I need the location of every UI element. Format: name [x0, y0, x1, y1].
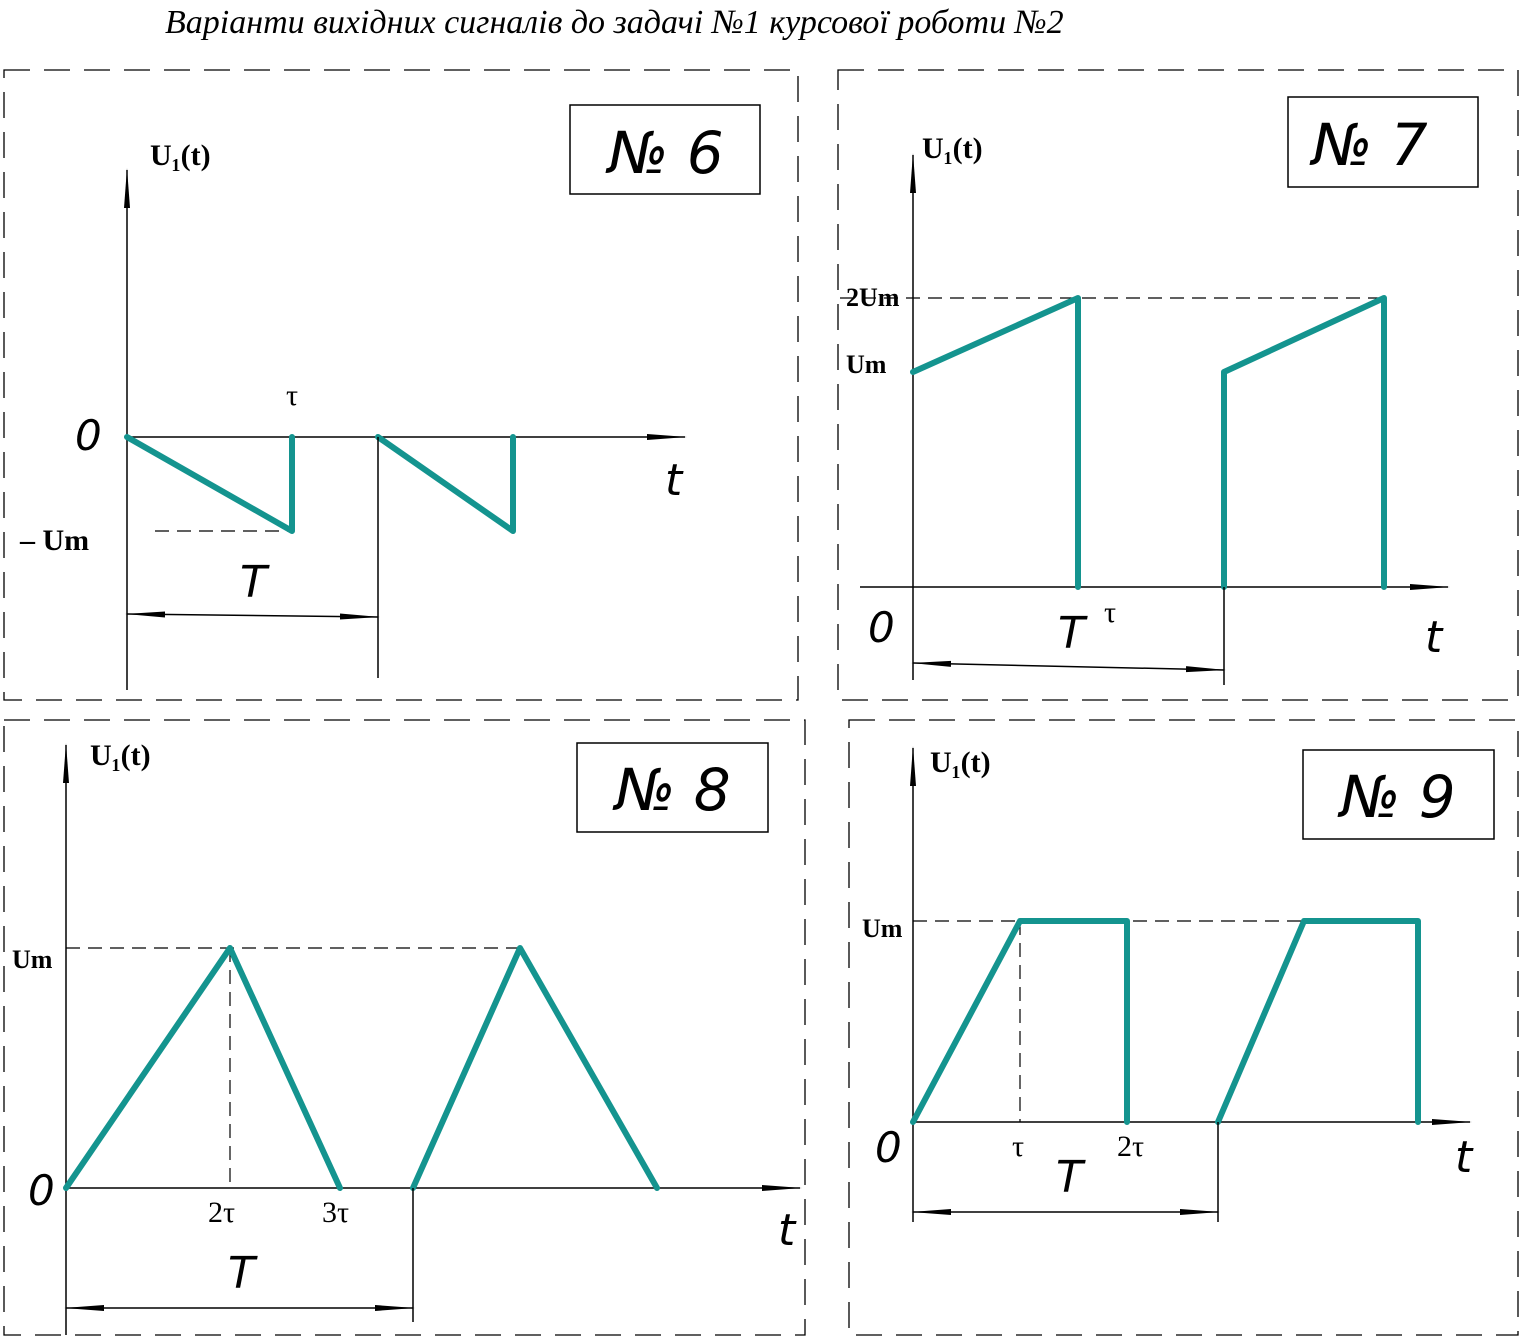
x-axis-label: t: [665, 455, 684, 506]
level-label-2um: 2Um: [846, 283, 900, 312]
panel-6: № 6 U₁(t) t 0 τ – Um T: [3, 69, 799, 701]
waveform-pulse: [410, 945, 660, 1191]
period-label: T: [1056, 1152, 1086, 1203]
waveform-pulse: [1215, 918, 1421, 1125]
origin-label: 0: [75, 411, 102, 460]
panel-frame: [837, 69, 1519, 701]
origin-label: 0: [868, 603, 895, 652]
panel-8: № 8 U₁(t) t 0 Um 2τ 3τ T: [3, 719, 806, 1336]
period-label: T: [1058, 608, 1088, 659]
panel-7: № 7 U₁(t) t 0 2Um Um T τ: [837, 69, 1519, 701]
waveform-pulse: [1221, 295, 1387, 590]
variant-label-box: [576, 742, 769, 833]
tick-label: 3τ: [322, 1196, 349, 1229]
tick-label: τ: [286, 379, 298, 412]
tick-label: τ: [1012, 1130, 1024, 1163]
variant-label-box: [569, 104, 761, 195]
y-axis-label: U₁(t): [90, 739, 151, 772]
origin-label: 0: [875, 1123, 902, 1172]
period-label: T: [240, 557, 270, 608]
level-label: Um: [862, 914, 903, 943]
y-axis-label: U₁(t): [150, 139, 211, 172]
level-label: – Um: [19, 524, 89, 557]
origin-label: 0: [28, 1166, 55, 1215]
page-title: Варіанти вихідних сигналів до задачі №1 …: [165, 4, 1064, 41]
period-arrow: [125, 611, 380, 620]
panel-frame: [848, 719, 1519, 1336]
x-axis-label: t: [778, 1205, 797, 1256]
waveform-pulse: [63, 945, 343, 1191]
tick-label: 2τ: [1117, 1130, 1144, 1163]
variant-number: № 6: [605, 119, 724, 187]
level-label: Um: [12, 945, 53, 974]
period-label: T: [228, 1248, 258, 1299]
waveform-pulse: [124, 434, 295, 534]
panel-frame: [3, 69, 799, 701]
waveform-pulse: [910, 295, 1081, 590]
waveform-pulse: [910, 918, 1130, 1125]
tick-label: τ: [1104, 596, 1116, 629]
period-arrow: [911, 660, 1226, 673]
y-axis-label: U₁(t): [922, 132, 983, 165]
x-axis-label: t: [1455, 1132, 1474, 1183]
variant-number: № 7: [1309, 111, 1428, 179]
level-label-um: Um: [846, 350, 887, 379]
x-axis-label: t: [1425, 612, 1444, 663]
tick-label: 2τ: [208, 1196, 235, 1229]
panel-9: № 9 U₁(t) t 0 Um τ 2τ T: [848, 719, 1519, 1336]
y-axis-label: U₁(t): [930, 746, 991, 779]
variant-number: № 9: [1337, 763, 1456, 831]
waveform-pulse: [375, 434, 516, 534]
variant-number: № 8: [612, 756, 731, 824]
panel-frame: [3, 719, 806, 1336]
variant-label-box: [1287, 96, 1479, 188]
variant-label-box: [1302, 749, 1495, 840]
